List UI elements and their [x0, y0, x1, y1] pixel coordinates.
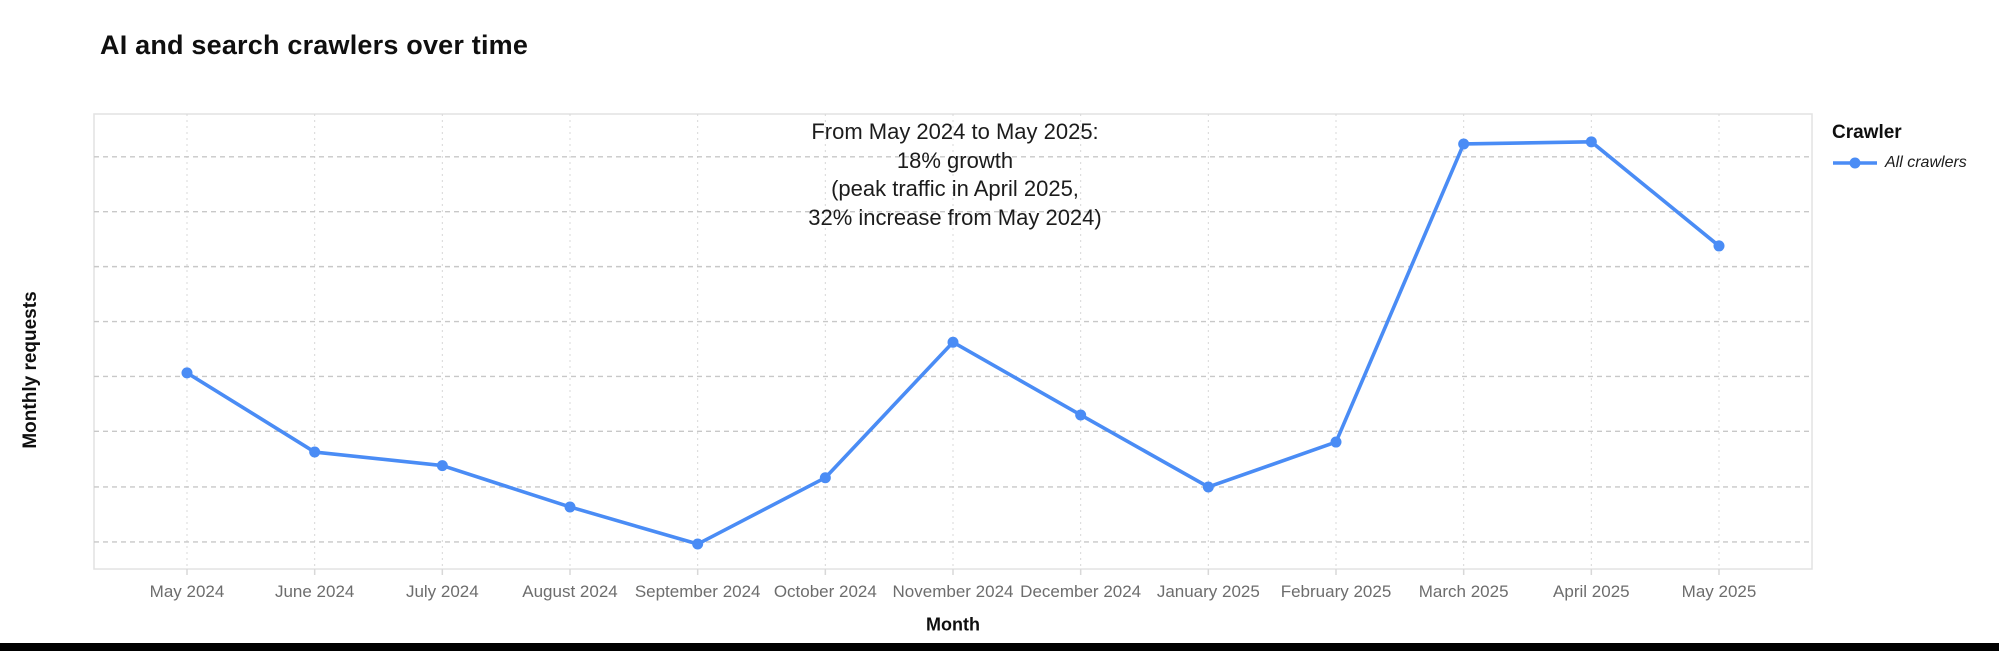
x-axis-label: June 2024	[275, 582, 354, 601]
x-axis-label: December 2024	[1020, 582, 1141, 601]
y-axis-title: Monthly requests	[20, 291, 41, 449]
annotation-line: 18% growth	[896, 147, 1014, 173]
legend-title: Crawler	[1832, 122, 1902, 143]
x-axis-label: May 2025	[1682, 582, 1757, 601]
annotation-line: 32% increase from May 2024)	[808, 204, 1102, 230]
x-axis-label: October 2024	[774, 582, 877, 601]
data-point-may-2024[interactable]	[181, 367, 193, 379]
chart-title: AI and search crawlers over time	[100, 30, 529, 60]
data-point-february-2025[interactable]	[1330, 436, 1342, 448]
legend-item-all-crawlers[interactable]: All crawlers	[1832, 154, 1967, 172]
data-point-january-2025[interactable]	[1202, 481, 1214, 493]
data-point-december-2024[interactable]	[1075, 409, 1087, 421]
x-axis-label: September 2024	[635, 582, 761, 601]
data-point-july-2024[interactable]	[436, 460, 448, 472]
legend: Crawler All crawlers	[1832, 122, 1967, 172]
x-axis-label: August 2024	[522, 582, 617, 601]
annotation-line: (peak traffic in April 2025,	[831, 176, 1079, 201]
x-axis-label: July 2024	[406, 582, 479, 601]
x-axis-title: Month	[926, 614, 980, 635]
x-axis-label: November 2024	[893, 582, 1014, 601]
x-axis-label: January 2025	[1157, 582, 1260, 601]
x-axis-label: April 2025	[1553, 582, 1630, 601]
chart-annotation: From May 2024 to May 2025: 18% growth (p…	[808, 118, 1101, 232]
legend-dot-swatch	[1849, 157, 1861, 169]
legend-item-label: All crawlers	[1885, 154, 1967, 171]
data-point-september-2024[interactable]	[692, 538, 704, 550]
x-axis-label: February 2025	[1281, 582, 1392, 601]
data-point-may-2025[interactable]	[1713, 240, 1725, 252]
data-point-august-2024[interactable]	[564, 501, 576, 513]
legend-line-marker-icon	[1833, 157, 1877, 169]
x-axis-label: March 2025	[1419, 582, 1509, 601]
data-point-october-2024[interactable]	[819, 472, 831, 484]
data-point-november-2024[interactable]	[947, 336, 959, 348]
annotation-line: From May 2024 to May 2025:	[811, 119, 1099, 144]
data-point-march-2025[interactable]	[1458, 138, 1470, 150]
x-axis-label: May 2024	[150, 582, 225, 601]
bottom-window-edge	[0, 643, 1999, 651]
data-point-june-2024[interactable]	[309, 446, 321, 458]
data-point-april-2025[interactable]	[1585, 136, 1597, 148]
